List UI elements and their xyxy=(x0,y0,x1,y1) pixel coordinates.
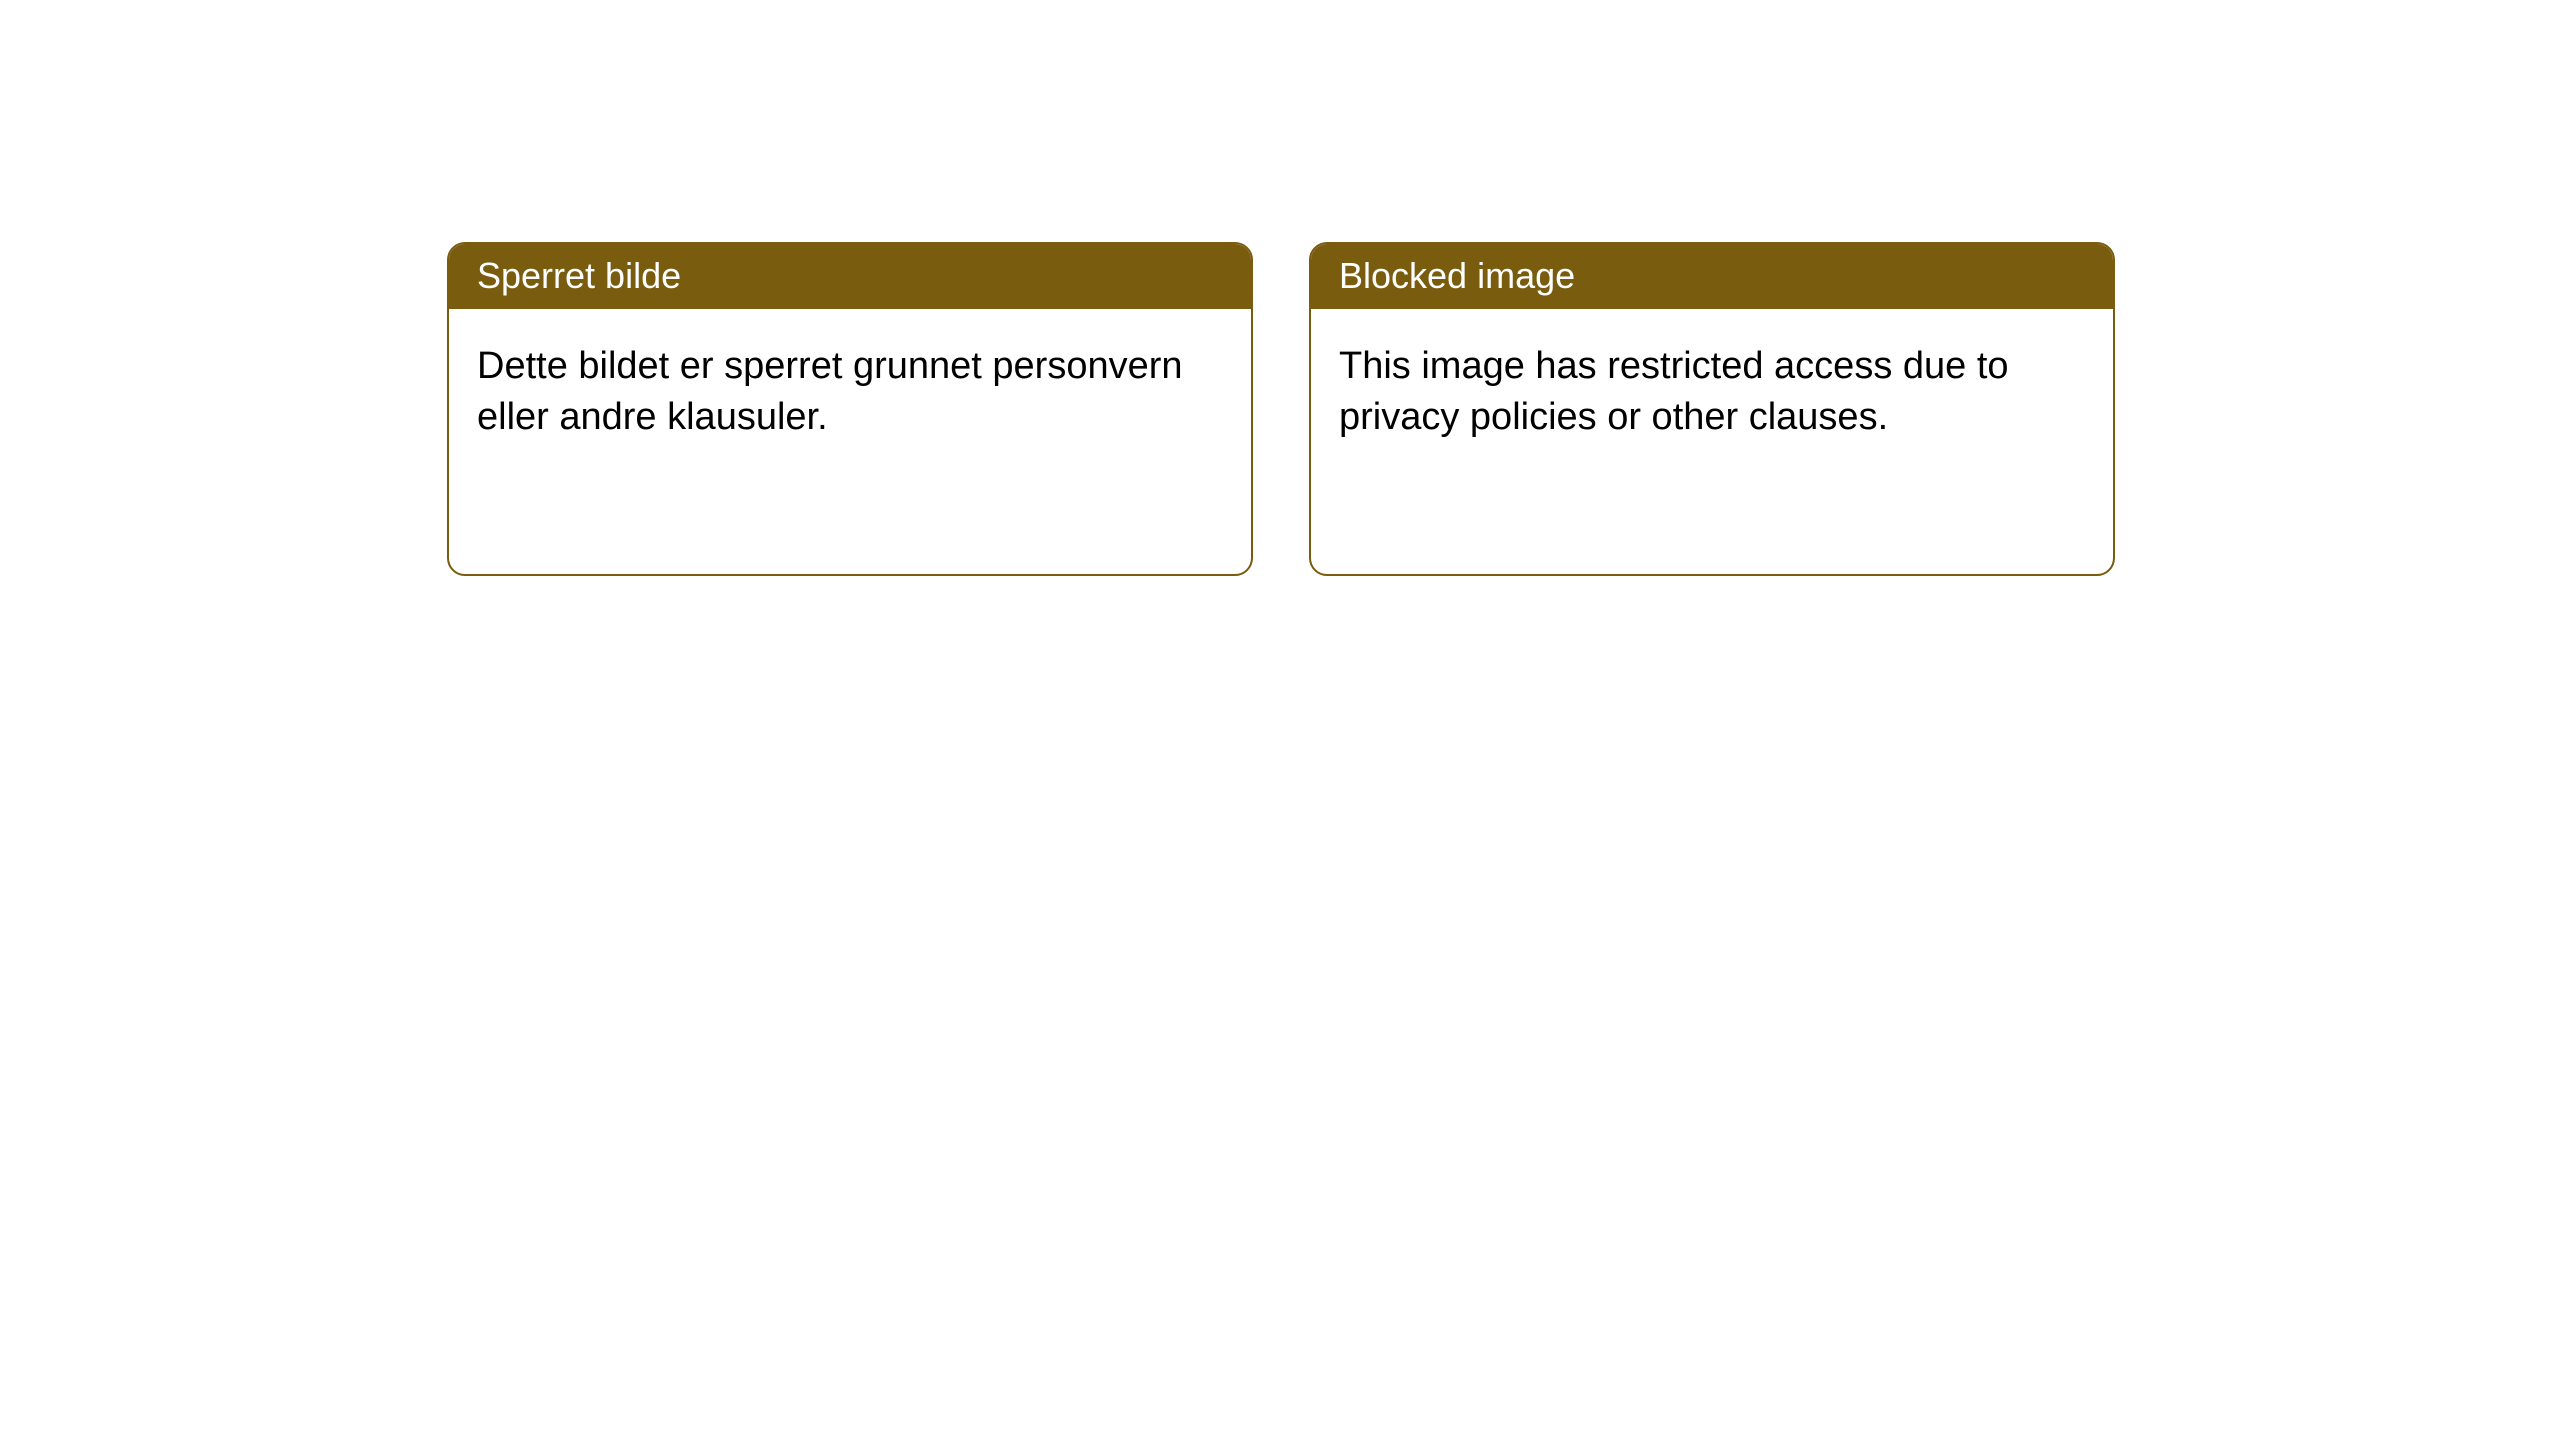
notice-header: Sperret bilde xyxy=(449,244,1251,309)
notice-text: Dette bildet er sperret grunnet personve… xyxy=(477,345,1183,438)
notice-title: Blocked image xyxy=(1339,255,1575,296)
notice-container: Sperret bilde Dette bildet er sperret gr… xyxy=(0,0,2560,576)
notice-header: Blocked image xyxy=(1311,244,2113,309)
notice-card-no: Sperret bilde Dette bildet er sperret gr… xyxy=(447,242,1253,576)
notice-body: Dette bildet er sperret grunnet personve… xyxy=(449,309,1251,476)
notice-body: This image has restricted access due to … xyxy=(1311,309,2113,476)
notice-card-en: Blocked image This image has restricted … xyxy=(1309,242,2115,576)
notice-text: This image has restricted access due to … xyxy=(1339,345,2009,438)
notice-title: Sperret bilde xyxy=(477,255,681,296)
